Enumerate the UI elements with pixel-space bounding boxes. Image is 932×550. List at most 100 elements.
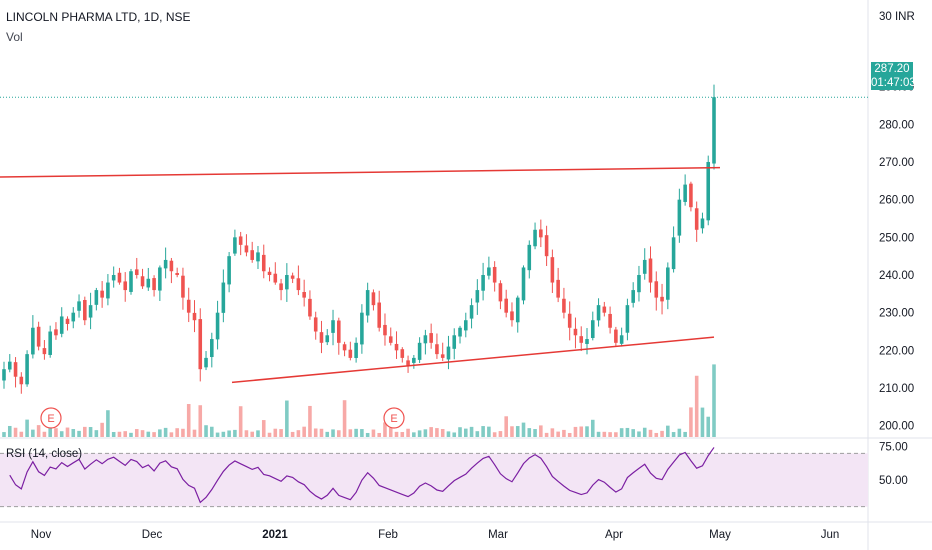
candle-body <box>579 336 584 343</box>
volume-bar <box>100 422 104 437</box>
price-tick-label: 250.00 <box>879 232 914 244</box>
candle-body <box>204 357 208 368</box>
candle-body <box>106 282 110 299</box>
candle-body <box>666 267 670 300</box>
earnings-marker-label: E <box>390 413 397 425</box>
candle-body <box>556 279 560 298</box>
candle-body <box>596 305 601 321</box>
candle-body <box>533 229 537 247</box>
volume-bar <box>319 428 324 437</box>
volume-bar <box>365 432 370 437</box>
candle-body <box>417 342 422 360</box>
candle-body <box>313 317 318 332</box>
candle-body <box>631 290 635 303</box>
volume-bar <box>158 429 162 437</box>
candle-body <box>360 312 364 345</box>
volume-legend[interactable]: Vol <box>6 30 23 44</box>
volume-bar <box>308 405 312 437</box>
countdown-label: 01:47:03 <box>871 76 916 90</box>
volume-bar <box>619 428 624 437</box>
volume-bar <box>342 400 347 437</box>
time-tick-label: 2021 <box>262 529 288 541</box>
volume-bar <box>689 407 693 437</box>
candle-body <box>619 335 624 344</box>
volume-bar <box>54 428 58 437</box>
volume-bar <box>244 430 249 437</box>
candle-body <box>186 299 191 313</box>
volume-bar <box>377 432 381 437</box>
candle-body <box>590 320 595 338</box>
volume-bar <box>579 426 584 437</box>
volume-bar <box>204 425 208 437</box>
volume-bar <box>660 430 664 437</box>
volume-bar <box>279 429 283 437</box>
price-tick-label: 200.00 <box>879 421 914 433</box>
candle-body <box>2 369 6 381</box>
volume-bar <box>106 410 110 437</box>
candle-body <box>377 302 381 328</box>
volume-bar <box>48 425 52 437</box>
volume-bar <box>452 432 457 437</box>
candle-body <box>238 236 243 245</box>
candle-body <box>694 208 699 230</box>
candle-body <box>388 336 393 343</box>
rsi-legend[interactable]: RSI (14, close) <box>6 448 83 460</box>
candle-body <box>233 237 237 254</box>
symbol-title[interactable]: LINCOLN PHARMA LTD, 1D, NSE <box>6 10 191 24</box>
volume-bar <box>31 429 35 437</box>
volume-bar <box>498 431 503 437</box>
candle-body <box>123 281 128 291</box>
candle-body <box>261 254 266 272</box>
volume-bar <box>481 426 485 437</box>
volume-bar <box>175 428 179 437</box>
volume-bar <box>267 432 272 437</box>
candle-body <box>227 256 231 285</box>
volume-bar <box>13 427 18 437</box>
volume-bar <box>83 426 87 437</box>
candle-body <box>400 349 405 358</box>
volume-bar <box>111 431 116 437</box>
candle-body <box>279 283 283 291</box>
candle-body <box>700 218 705 229</box>
volume-bar <box>608 432 612 437</box>
candle-body <box>435 344 439 355</box>
volume-bar <box>227 430 231 437</box>
volume-bar <box>169 432 174 437</box>
candle-body <box>117 272 122 283</box>
volume-bar <box>152 432 156 437</box>
candle-body <box>192 312 197 321</box>
volume-bar <box>671 432 676 437</box>
candle-series <box>2 84 716 394</box>
candle-body <box>412 357 416 363</box>
candle-body <box>614 329 618 343</box>
volume-bar <box>77 430 81 437</box>
volume-bar <box>423 429 428 437</box>
time-tick-label: Dec <box>142 529 163 541</box>
volume-bar <box>285 400 289 437</box>
volume-bar <box>648 429 653 437</box>
volume-bar <box>573 426 578 437</box>
volume-bar <box>446 431 451 437</box>
earnings-marker <box>40 407 62 429</box>
candle-body <box>706 161 711 221</box>
candle-body <box>256 252 260 262</box>
candle-body <box>31 327 35 355</box>
candle-body <box>585 339 589 344</box>
volume-bar <box>261 420 266 437</box>
candle-body <box>625 305 630 333</box>
volume-bar <box>539 425 543 437</box>
volume-bar <box>129 432 133 437</box>
volume-bar <box>238 406 243 437</box>
candle-body <box>481 275 485 291</box>
volume-bar <box>65 427 70 437</box>
volume-bar <box>371 429 376 437</box>
candle-body <box>7 361 12 370</box>
volume-bar <box>181 428 185 437</box>
candle-body <box>654 281 659 298</box>
candle-body <box>59 316 64 334</box>
price-tick-label: 270.00 <box>879 157 914 169</box>
candle-body <box>210 339 214 358</box>
candle-body <box>406 360 410 366</box>
candle-body <box>648 258 653 283</box>
